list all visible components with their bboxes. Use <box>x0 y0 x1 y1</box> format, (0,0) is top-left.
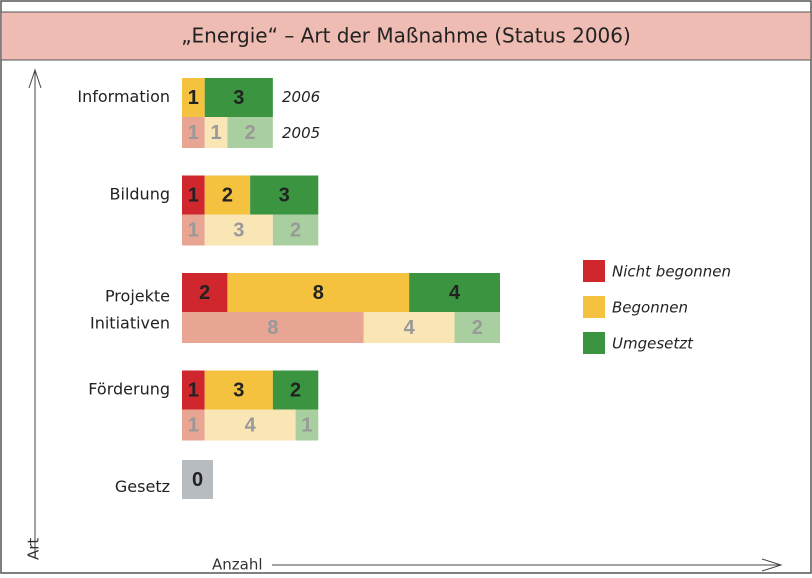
bar-segment <box>182 273 228 312</box>
legend-label: Begonnen <box>612 299 688 317</box>
bar-segment <box>204 370 273 410</box>
bar-segment <box>272 370 319 410</box>
bar-segment <box>227 117 273 148</box>
legend-swatch <box>583 260 605 282</box>
bar-segment <box>204 214 273 246</box>
segment-label: 3 <box>233 87 244 109</box>
category-label: Projekte Initiativen <box>90 286 170 332</box>
bar-segment <box>295 409 319 441</box>
segment-label: 1 <box>188 87 199 109</box>
category-label: Information <box>77 87 170 106</box>
segment-label: 2 <box>245 122 256 144</box>
y-axis-label: Art <box>25 538 43 560</box>
segment-label: 4 <box>245 414 257 436</box>
segment-label: 4 <box>449 282 461 304</box>
segment-label: 2 <box>472 317 483 339</box>
bar-segment <box>182 214 205 246</box>
bar-segment <box>363 312 455 343</box>
bar-segment <box>454 312 500 343</box>
segment-label: 8 <box>313 282 324 304</box>
legend-swatch <box>583 296 605 318</box>
legend-label: Nicht begonnen <box>612 263 731 281</box>
x-axis-label: Anzahl <box>212 556 263 574</box>
bar-segment <box>272 214 319 246</box>
bar-segment <box>182 78 205 117</box>
title-bar <box>0 11 812 61</box>
bar-segment <box>182 117 205 148</box>
bar-segment <box>409 273 500 312</box>
segment-label: 1 <box>301 414 312 436</box>
segment-label: 3 <box>279 184 290 206</box>
bar-segment <box>204 117 228 148</box>
legend-swatch <box>583 332 605 354</box>
segment-label: 2 <box>199 282 210 304</box>
year-label: 2006 <box>282 88 320 106</box>
x-arrow <box>761 558 783 572</box>
bar-segment <box>227 273 410 312</box>
segment-label: 2 <box>290 219 301 241</box>
category-label: Bildung <box>110 185 170 204</box>
legend-label: Umgesetzt <box>612 335 694 353</box>
bar-segment <box>182 312 364 343</box>
segment-label: 1 <box>188 379 199 401</box>
segment-label: 2 <box>222 184 233 206</box>
segment-label: 3 <box>233 379 244 401</box>
segment-label: 3 <box>233 219 244 241</box>
empty-bar-label: 0 <box>192 469 203 491</box>
segment-label: 1 <box>188 122 199 144</box>
category-label: Förderung <box>88 380 170 399</box>
segment-label: 1 <box>188 219 199 241</box>
segment-label: 1 <box>188 184 199 206</box>
category-label-line: Projekte <box>105 286 170 305</box>
segment-label: 1 <box>211 122 222 144</box>
segment-label: 4 <box>404 317 416 339</box>
bar-segment <box>250 175 319 215</box>
bar-segment <box>182 175 205 215</box>
bar-segment <box>204 78 273 117</box>
bar-segment <box>182 409 205 441</box>
segment-label: 8 <box>267 317 278 339</box>
year-label: 2005 <box>282 124 320 142</box>
segment-label: 1 <box>188 414 199 436</box>
category-label-line: Initiativen <box>90 313 170 332</box>
segment-label: 2 <box>290 379 301 401</box>
chart-title: „Energie“ – Art der Maßnahme (Status 200… <box>181 24 631 48</box>
bar-segment <box>182 370 205 410</box>
empty-bar <box>182 460 213 499</box>
y-arrow <box>28 68 42 89</box>
category-label: Gesetz <box>115 477 170 496</box>
bar-segment <box>204 175 251 215</box>
bar-segment <box>204 409 296 441</box>
